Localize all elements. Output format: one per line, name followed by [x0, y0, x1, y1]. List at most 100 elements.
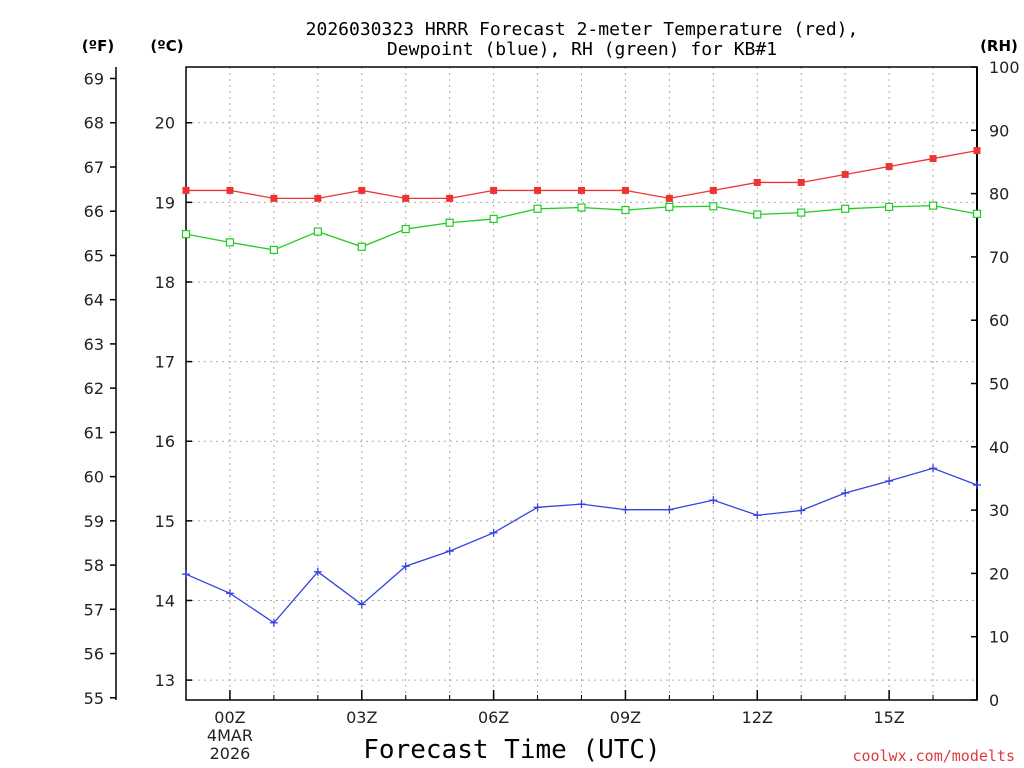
rh-point [841, 204, 850, 213]
dewpoint-point [709, 496, 718, 505]
temperature-point [490, 186, 498, 194]
celsius-tick-label: 18 [155, 273, 175, 292]
temperature-point [534, 186, 542, 194]
celsius-tick-label: 19 [155, 193, 175, 212]
rh-point [445, 218, 454, 227]
fahrenheit-tick-label: 67 [84, 158, 104, 177]
dewpoint-line [185, 467, 978, 624]
rh-tick-label: 70 [989, 248, 1009, 267]
rh-tick-label: 100 [989, 58, 1020, 77]
celsius-axis-label: (ºC) [150, 37, 183, 55]
fahrenheit-tick-label: 55 [84, 689, 104, 708]
temperature-point [973, 147, 981, 155]
dewpoint-point [841, 488, 850, 497]
dewpoint-point [401, 562, 410, 571]
rh-point [885, 202, 894, 211]
dewpoint-point [577, 500, 586, 509]
rh-tick-label: 0 [989, 691, 999, 710]
fahrenheit-tick-label: 59 [84, 512, 104, 531]
rh-axis-label: (RH) [980, 37, 1018, 55]
fahrenheit-tick-label: 69 [84, 70, 104, 89]
chart-title-line2: Dewpoint (blue), RH (green) for KB#1 [387, 39, 777, 60]
rh-tick-label: 40 [989, 438, 1009, 457]
dewpoint-point [269, 618, 278, 627]
fahrenheit-tick-label: 60 [84, 468, 104, 487]
rh-tick-label: 20 [989, 564, 1009, 583]
rh-point [665, 202, 674, 211]
rh-point [928, 201, 938, 210]
rh-point [621, 205, 630, 215]
dewpoint-point [357, 600, 366, 609]
temperature-point [929, 155, 937, 163]
fahrenheit-tick-label: 66 [84, 202, 104, 221]
x-tick-label: 15Z [873, 708, 904, 727]
date-label: 4MAR [207, 726, 253, 745]
fahrenheit-tick-label: 65 [84, 246, 104, 265]
rh-tick-label: 10 [989, 628, 1009, 647]
dewpoint-point [225, 589, 234, 598]
dewpoint-point [533, 503, 542, 512]
temperature-point [358, 186, 366, 194]
credit-text: coolwx.com/modelts [852, 747, 1015, 765]
dewpoint-point [973, 481, 981, 490]
rh-point [797, 208, 806, 217]
rh-tick-label: 60 [989, 311, 1009, 330]
celsius-tick-label: 20 [155, 114, 175, 133]
rh-point [269, 245, 278, 255]
dewpoint-point [885, 477, 894, 486]
temperature-point [885, 163, 893, 171]
temperature-point [446, 194, 454, 202]
fahrenheit-tick-label: 57 [84, 600, 104, 619]
fahrenheit-axis-label: (ºF) [82, 37, 114, 55]
rh-point [401, 224, 410, 234]
grid-lines [186, 67, 977, 700]
rh-tick-label: 90 [989, 121, 1009, 140]
fahrenheit-tick-label: 62 [84, 379, 104, 398]
dewpoint-point [621, 505, 630, 514]
x-tick-label: 09Z [610, 708, 641, 727]
chart-title-line1: 2026030323 HRRR Forecast 2-meter Tempera… [306, 19, 859, 40]
fahrenheit-tick-label: 64 [84, 291, 104, 310]
axes [110, 66, 978, 701]
celsius-tick-label: 17 [155, 353, 175, 372]
dewpoint-point [665, 505, 674, 514]
plot-frame [185, 66, 978, 701]
fahrenheit-tick-label: 63 [84, 335, 104, 354]
x-tick-label: 06Z [478, 708, 509, 727]
rh-tick-label: 30 [989, 501, 1009, 520]
x-tick-label: 03Z [346, 708, 377, 727]
dewpoint-point [445, 547, 454, 556]
rh-point [225, 238, 235, 247]
series-lines [181, 147, 982, 627]
x-tick-label: 12Z [742, 708, 773, 727]
rh-point [753, 210, 762, 219]
rh-point [533, 204, 542, 213]
celsius-tick-label: 14 [155, 591, 175, 610]
rh-point [357, 242, 366, 251]
rh-point [972, 209, 982, 218]
temperature-point [797, 178, 805, 186]
rh-point [709, 202, 718, 211]
temperature-point [753, 178, 761, 186]
temperature-point [665, 194, 673, 202]
fahrenheit-tick-label: 56 [84, 645, 104, 664]
temperature-point [621, 186, 629, 194]
temperature-point [402, 194, 410, 202]
dewpoint-point [753, 511, 762, 520]
x-tick-label: 00Z [214, 708, 245, 727]
temperature-point [841, 170, 849, 178]
celsius-tick-label: 13 [155, 671, 175, 690]
celsius-tick-label: 15 [155, 512, 175, 531]
rh-point [489, 214, 498, 224]
dewpoint-point [797, 506, 806, 515]
fahrenheit-tick-label: 68 [84, 114, 104, 133]
temperature-point [578, 186, 585, 194]
dewpoint-point [182, 570, 190, 579]
rh-tick-label: 80 [989, 185, 1009, 204]
dewpoint-point [489, 528, 498, 537]
temperature-point [709, 186, 717, 194]
dewpoint-point [929, 464, 938, 473]
tick-labels: 55 56 57 58 59 60 61 62 63 64 65 66 67 68 69 13 14 15 16 17… [84, 58, 1020, 763]
temperature-point [314, 194, 322, 202]
